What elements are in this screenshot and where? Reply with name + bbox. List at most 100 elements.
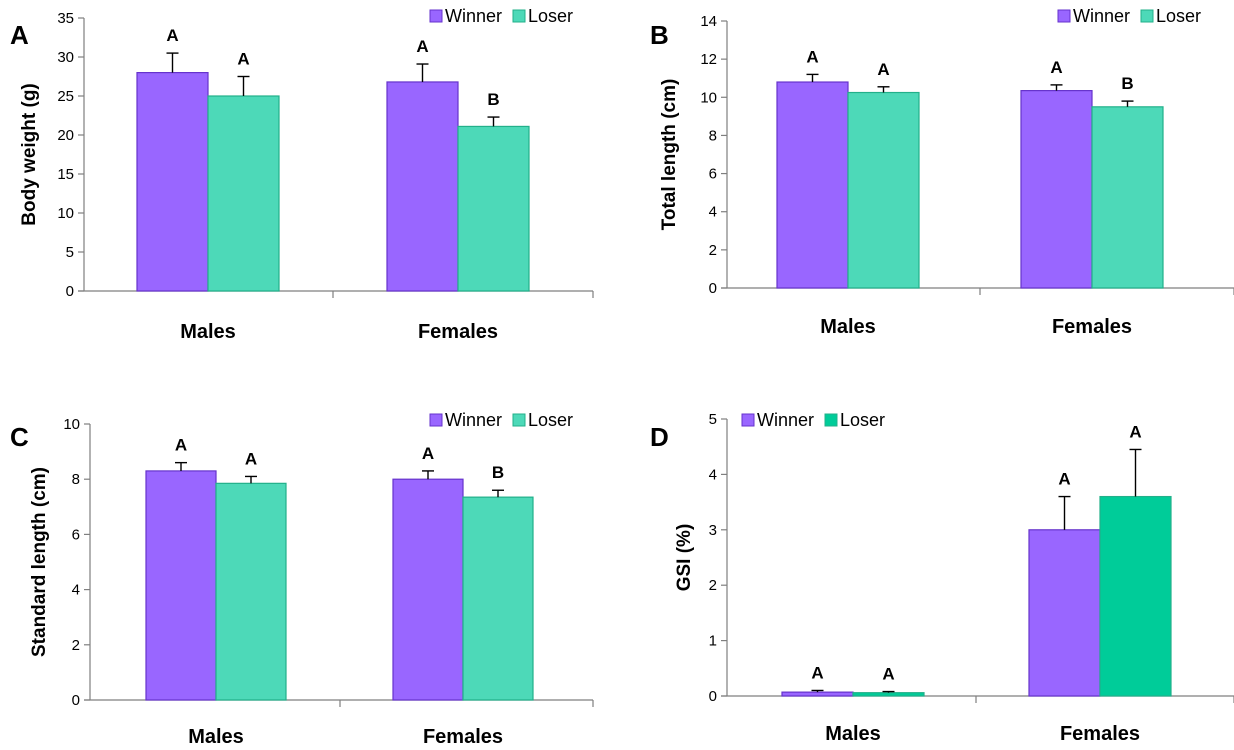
y-tick-label: 12: [700, 51, 717, 68]
category-label: Females: [1060, 723, 1140, 745]
y-tick-label: 8: [72, 471, 80, 488]
significance-label: A: [877, 60, 889, 79]
significance-label: A: [245, 449, 257, 468]
bar-loser-females: [1099, 495, 1172, 697]
y-tick-label: 25: [57, 88, 74, 105]
significance-label: A: [882, 665, 894, 684]
panel-c: C 0 2 4 6 8 10 Standard length (cm) A A A B Males Fem…: [10, 410, 594, 748]
legend-label-winner: Winner: [1073, 6, 1130, 26]
bar-winner-males: [776, 81, 849, 289]
y-axis-title: Body weight (g): [19, 83, 40, 225]
y-axis-title: Total length (cm): [659, 79, 680, 231]
panel-letter: B: [650, 20, 669, 50]
significance-label: B: [492, 463, 504, 482]
legend-label-loser: Loser: [840, 410, 885, 430]
y-tick-label: 5: [709, 411, 717, 428]
y-tick-label: 10: [57, 205, 74, 222]
legend-label-loser: Loser: [528, 410, 573, 430]
y-tick-label: 6: [709, 166, 717, 183]
bar-winner-females: [1020, 90, 1093, 289]
panel-b: B 0 2 4 6 8 10 12 14 Total length (cm) A A A B Males Fe…: [650, 6, 1234, 338]
y-tick-label: 4: [72, 582, 80, 599]
y-tick-label: 1: [709, 633, 717, 650]
legend: Winner Loser: [429, 410, 573, 430]
y-tick-label: 15: [57, 166, 74, 183]
category-label: Females: [1052, 316, 1132, 338]
significance-label: A: [1050, 58, 1062, 77]
significance-label: A: [175, 436, 187, 455]
bar-winner-males: [145, 470, 217, 701]
y-tick-label: 20: [57, 127, 74, 144]
legend: Winner Loser: [741, 410, 885, 430]
bar-winner-males: [136, 71, 209, 292]
panel-letter: D: [650, 422, 669, 452]
y-tick-label: 4: [709, 466, 717, 483]
significance-label: A: [237, 50, 249, 69]
legend-swatch-loser: [824, 413, 838, 427]
panel-d: D 0 1 2 3 4 5 GSI (%) A A A A Males Females Winner Lose…: [650, 410, 1234, 745]
bar-loser-males: [852, 692, 925, 697]
significance-label: A: [1058, 470, 1070, 489]
legend-swatch-loser: [512, 9, 526, 23]
significance-label: A: [416, 37, 428, 56]
bar-loser-males: [207, 95, 280, 292]
legend-label-winner: Winner: [445, 410, 502, 430]
bar-winner-females: [1028, 529, 1101, 697]
bar-winner-females: [392, 478, 464, 701]
legend-swatch-winner: [429, 413, 443, 427]
y-tick-label: 2: [709, 242, 717, 259]
y-tick-label: 10: [700, 89, 717, 106]
bar-loser-females: [1091, 106, 1164, 289]
legend-label-winner: Winner: [757, 410, 814, 430]
significance-label: B: [487, 90, 499, 109]
y-tick-label: 2: [709, 577, 717, 594]
y-tick-label: 0: [66, 283, 74, 300]
category-label: Females: [423, 726, 503, 748]
category-label: Males: [820, 316, 876, 338]
y-tick-label: 10: [63, 416, 80, 433]
y-tick-label: 2: [72, 637, 80, 654]
panel-a: A 0 5 10 15 20 25 30 35 Body weight (g) A A A B Males F…: [10, 6, 594, 343]
bar-loser-males: [847, 91, 920, 289]
y-axis-title: GSI (%): [674, 524, 695, 592]
legend: Winner Loser: [429, 6, 573, 26]
legend-swatch-loser: [1140, 9, 1154, 23]
legend-label-winner: Winner: [445, 6, 502, 26]
y-tick-label: 35: [57, 10, 74, 27]
significance-label: A: [422, 444, 434, 463]
y-tick-label: 4: [709, 204, 717, 221]
y-tick-label: 0: [72, 692, 80, 709]
category-label: Females: [418, 321, 498, 343]
category-label: Males: [825, 723, 881, 745]
bar-loser-females: [462, 496, 534, 701]
y-tick-label: 6: [72, 526, 80, 543]
y-tick-label: 0: [709, 688, 717, 705]
y-tick-label: 5: [66, 244, 74, 261]
significance-label: A: [1129, 422, 1141, 441]
significance-label: B: [1121, 74, 1133, 93]
bar-loser-females: [457, 125, 530, 292]
legend-swatch-winner: [1057, 9, 1071, 23]
significance-label: A: [811, 663, 823, 682]
category-label: Males: [188, 726, 244, 748]
bar-loser-males: [215, 482, 287, 701]
legend-swatch-winner: [741, 413, 755, 427]
category-label: Males: [180, 321, 236, 343]
y-tick-label: 0: [709, 280, 717, 297]
y-tick-label: 8: [709, 127, 717, 144]
panel-letter: C: [10, 422, 29, 452]
significance-label: A: [806, 47, 818, 66]
significance-label: A: [166, 26, 178, 45]
legend-swatch-winner: [429, 9, 443, 23]
legend-label-loser: Loser: [528, 6, 573, 26]
legend-swatch-loser: [512, 413, 526, 427]
bar-winner-females: [386, 81, 459, 292]
y-tick-label: 14: [700, 13, 717, 30]
legend-label-loser: Loser: [1156, 6, 1201, 26]
y-tick-label: 30: [57, 49, 74, 66]
panel-letter: A: [10, 20, 29, 50]
bar-winner-males: [781, 691, 854, 697]
y-axis-title: Standard length (cm): [29, 467, 50, 657]
y-tick-label: 3: [709, 522, 717, 539]
